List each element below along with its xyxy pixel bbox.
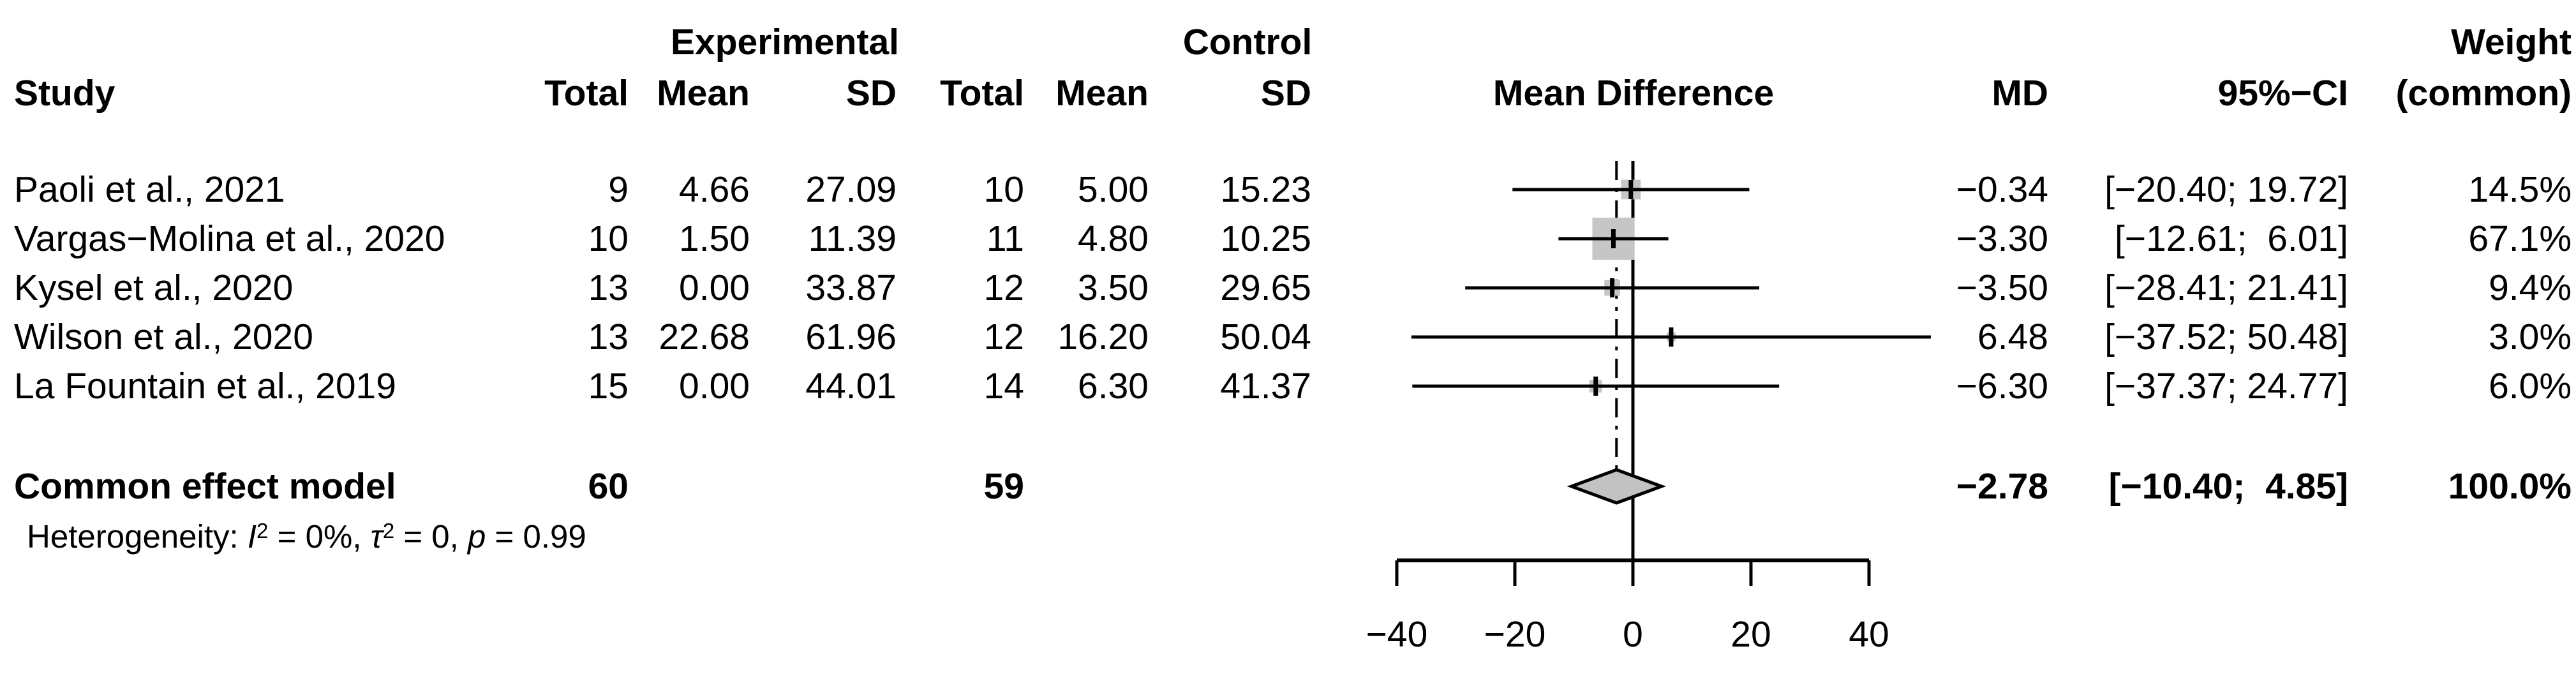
study-name: Vargas−Molina et al., 2020 [14, 218, 445, 259]
header-ci: 95%−CI [2217, 73, 2348, 114]
ci-value: [−20.40; 19.72] [2104, 169, 2348, 210]
header-experimental: Experimental [671, 22, 899, 63]
heterogeneity-note: Heterogeneity: I2 = 0%, τ2 = 0, p = 0.99 [27, 514, 586, 559]
header-total-ctrl: Total [940, 73, 1024, 114]
summary-total-ctrl: 59 [983, 466, 1024, 507]
md-value: −0.34 [1956, 169, 2048, 210]
mean-exp: 0.00 [679, 267, 750, 308]
x-axis-tick-label: −20 [1484, 614, 1546, 655]
total-ctrl: 10 [983, 169, 1024, 210]
sd-exp: 33.87 [805, 267, 897, 308]
header-mean-exp: Mean [657, 73, 750, 114]
mean-exp: 4.66 [679, 169, 750, 210]
sd-exp: 44.01 [805, 366, 897, 407]
sd-exp: 11.39 [808, 218, 897, 259]
header-mean-ctrl: Mean [1055, 73, 1149, 114]
x-axis-tick-label: −40 [1366, 614, 1428, 655]
sd-ctrl: 29.65 [1220, 267, 1311, 308]
table-row: La Fountain et al., 2019 15 0.00 44.01 1… [0, 365, 2576, 407]
header-study: Study [14, 73, 115, 114]
total-exp: 15 [588, 366, 629, 407]
sd-ctrl: 10.25 [1220, 218, 1311, 259]
table-row: Wilson et al., 2020 13 22.68 61.96 12 16… [0, 316, 2576, 358]
study-name: Wilson et al., 2020 [14, 317, 313, 357]
het-p-symbol: p [468, 518, 486, 555]
total-ctrl: 14 [983, 366, 1024, 407]
het-i-sup: 2 [257, 520, 269, 544]
summary-weight-value: 100.0% [2448, 466, 2572, 507]
total-exp: 9 [608, 169, 629, 210]
md-value: −6.30 [1956, 366, 2048, 407]
het-seg2: = 0, [394, 518, 468, 555]
summary-diamond [1567, 468, 1667, 505]
het-tau-symbol: τ [370, 518, 383, 555]
header-weight-common: (common) [2395, 73, 2572, 114]
summary-label: Common effect model [14, 466, 396, 507]
weight-value: 9.4% [2489, 267, 2572, 308]
weight-value: 3.0% [2489, 317, 2572, 357]
mean-ctrl: 4.80 [1078, 218, 1149, 259]
total-ctrl: 12 [983, 317, 1024, 357]
summary-md-value: −2.78 [1956, 466, 2048, 507]
study-name: La Fountain et al., 2019 [14, 366, 396, 407]
het-i-symbol: I [247, 518, 257, 555]
header-total-exp: Total [544, 73, 629, 114]
header-weight: Weight [2451, 22, 2572, 63]
header-row-columns: Study Total Mean SD Total Mean SD Mean D… [0, 72, 2576, 114]
summary-total-exp: 60 [588, 466, 629, 507]
weight-value: 14.5% [2468, 169, 2572, 210]
total-exp: 10 [588, 218, 629, 259]
total-ctrl: 12 [983, 267, 1024, 308]
header-sd-exp: SD [845, 73, 897, 114]
header-row-groups: Experimental Control Weight [0, 21, 2576, 63]
summary-ci-value: [−10.40; 4.85] [2108, 466, 2348, 507]
total-exp: 13 [588, 317, 629, 357]
header-md: MD [1992, 73, 2048, 114]
het-tau-sup: 2 [382, 520, 395, 544]
x-axis-tick-label: 0 [1623, 614, 1643, 655]
sd-exp: 27.09 [805, 169, 897, 210]
header-mean-difference: Mean Difference [1493, 73, 1775, 114]
mean-exp: 1.50 [679, 218, 750, 259]
md-value: 6.48 [1977, 317, 2048, 357]
ci-value: [−12.61; 6.01] [2114, 218, 2348, 259]
header-sd-ctrl: SD [1260, 73, 1311, 114]
sd-ctrl: 41.37 [1220, 366, 1311, 407]
table-row: Paoli et al., 2021 9 4.66 27.09 10 5.00 … [0, 168, 2576, 211]
het-seg3: = 0.99 [486, 518, 586, 555]
mean-exp: 22.68 [659, 317, 750, 357]
total-ctrl: 11 [986, 218, 1024, 259]
mean-ctrl: 5.00 [1078, 169, 1149, 210]
table-row: Vargas−Molina et al., 2020 10 1.50 11.39… [0, 218, 2576, 260]
summary-row: Common effect model 60 59 −2.78 [−10.40;… [0, 465, 2576, 507]
study-name: Kysel et al., 2020 [14, 267, 294, 308]
md-value: −3.50 [1956, 267, 2048, 308]
sd-exp: 61.96 [805, 317, 897, 357]
sd-ctrl: 50.04 [1220, 317, 1311, 357]
x-axis-tick-label: 40 [1849, 614, 1889, 655]
mean-ctrl: 3.50 [1078, 267, 1149, 308]
sd-ctrl: 15.23 [1220, 169, 1311, 210]
weight-value: 6.0% [2489, 366, 2572, 407]
het-seg1: = 0%, [268, 518, 371, 555]
x-axis-tick-label: 20 [1731, 614, 1771, 655]
mean-ctrl: 16.20 [1057, 317, 1149, 357]
total-exp: 13 [588, 267, 629, 308]
ci-value: [−37.52; 50.48] [2104, 317, 2348, 357]
mean-ctrl: 6.30 [1078, 366, 1149, 407]
md-value: −3.30 [1956, 218, 2048, 259]
header-control: Control [1182, 22, 1313, 63]
het-prefix: Heterogeneity: [27, 518, 248, 555]
table-row: Kysel et al., 2020 13 0.00 33.87 12 3.50… [0, 267, 2576, 309]
weight-value: 67.1% [2468, 218, 2572, 259]
ci-value: [−28.41; 21.41] [2104, 267, 2348, 308]
mean-exp: 0.00 [679, 366, 750, 407]
ci-value: [−37.37; 24.77] [2104, 366, 2348, 407]
study-name: Paoli et al., 2021 [14, 169, 285, 210]
